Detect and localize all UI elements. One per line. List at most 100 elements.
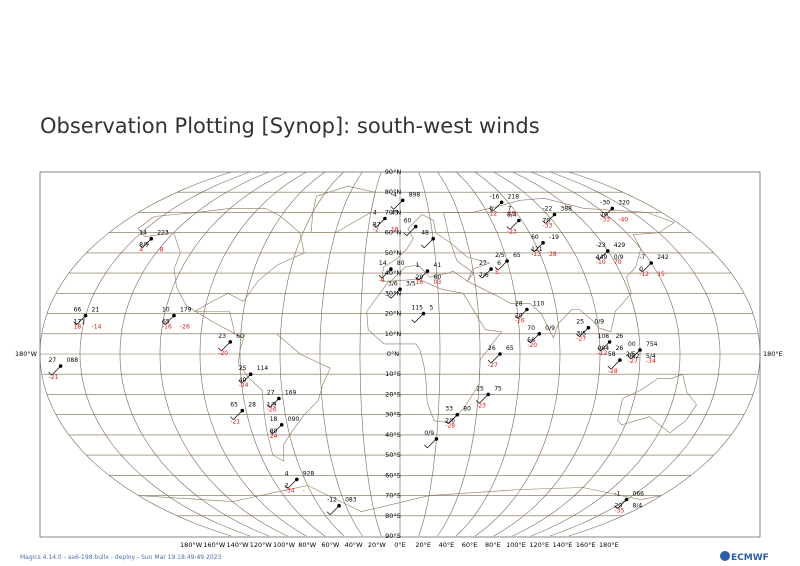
station-plot: 23 60 -20 bbox=[218, 333, 244, 357]
station-value: 2/5 bbox=[626, 351, 636, 358]
station-red-value: 4 bbox=[139, 247, 143, 254]
coastline bbox=[310, 185, 376, 233]
wind-barb-feather bbox=[238, 379, 242, 384]
lon-label: 160°W bbox=[203, 541, 226, 549]
graticule bbox=[39, 171, 761, 537]
wind-barb-feather bbox=[372, 224, 377, 228]
station-value: 169 bbox=[285, 390, 297, 397]
station-value: 27 bbox=[49, 357, 57, 364]
wind-barb bbox=[630, 349, 641, 360]
station-value: 2/5 bbox=[495, 252, 505, 259]
station-value: 5 bbox=[430, 305, 434, 312]
station-red-value: 70 bbox=[614, 259, 622, 266]
station-value: 8/9 bbox=[139, 242, 149, 249]
coastline bbox=[138, 485, 662, 513]
wind-barb-feather bbox=[445, 420, 449, 424]
wind-barb-feather bbox=[475, 400, 480, 404]
station-value: 2 bbox=[285, 482, 289, 489]
station-red-value: -23 bbox=[476, 402, 486, 409]
station-red-value: -27 bbox=[576, 336, 586, 343]
station-value: 33 bbox=[445, 406, 453, 413]
edge-label-right: 180°E bbox=[763, 350, 783, 358]
station-plot: 2/5 65 5 bbox=[494, 252, 521, 276]
wind-barb-feather bbox=[607, 365, 612, 370]
station-value: 60 bbox=[531, 234, 539, 241]
wind-barb-feather bbox=[326, 511, 331, 515]
station-red-value: -14 bbox=[92, 324, 102, 331]
wind-barb bbox=[393, 200, 403, 210]
wind-barb bbox=[406, 226, 416, 236]
station-value: 320 bbox=[618, 199, 630, 206]
station-plot: 25 0/9 3/5-27 bbox=[576, 319, 604, 343]
station-plot: 65 28 -21 bbox=[230, 402, 256, 426]
station-value: -12 bbox=[327, 497, 337, 504]
lat-label: 40°N bbox=[385, 269, 402, 277]
station-value: 27 bbox=[479, 260, 487, 267]
station-value: 754 bbox=[646, 341, 658, 348]
station-value: 58 bbox=[608, 351, 616, 358]
station-plot: -30 320 70-33 -40 bbox=[600, 199, 630, 223]
wind-barb bbox=[287, 479, 298, 489]
station-plot: 1 41 29 60 16 03 bbox=[415, 262, 442, 286]
lat-label: 10°S bbox=[385, 370, 401, 378]
meridian-line bbox=[474, 171, 561, 537]
wind-barb bbox=[545, 214, 555, 224]
wind-barb bbox=[579, 327, 589, 337]
station-value: 4 bbox=[285, 470, 289, 477]
station-value: 65 bbox=[513, 252, 521, 259]
lat-label: 0°N bbox=[387, 350, 399, 358]
lon-label: 160°E bbox=[576, 541, 596, 549]
station-plot: 60 bbox=[403, 218, 418, 236]
station-value: 56 bbox=[527, 337, 535, 344]
station-value: 41 bbox=[434, 262, 442, 269]
station-red-value: 15 bbox=[657, 271, 665, 278]
station-red-value: 33 bbox=[508, 210, 516, 217]
station-value: 928 bbox=[303, 470, 315, 477]
lat-label: 50°S bbox=[385, 451, 401, 459]
station-plot: -1 066 20 8/4 -35 bbox=[614, 491, 644, 515]
station-plot: -7 242 0-12 15 bbox=[638, 254, 669, 278]
station-value: -1 bbox=[615, 491, 621, 498]
lat-label: 70°S bbox=[385, 492, 401, 500]
meridian-line bbox=[199, 171, 307, 537]
station-red-value: -20 bbox=[527, 342, 537, 349]
station-red-value: -26 bbox=[180, 324, 190, 331]
wind-barb bbox=[600, 341, 610, 352]
lon-label: 140°E bbox=[553, 541, 573, 549]
wind-barb bbox=[598, 250, 609, 261]
station-red-value: -12 bbox=[598, 350, 608, 357]
station-value: 65 bbox=[162, 319, 170, 326]
station-red-value: -12 bbox=[639, 271, 649, 278]
coastline bbox=[137, 208, 305, 339]
station-value: 6 bbox=[497, 260, 501, 267]
station-value: 090 bbox=[288, 416, 300, 423]
station-plot: -12 083 bbox=[326, 497, 357, 515]
station-value: 4 bbox=[373, 210, 377, 217]
wind-barb bbox=[76, 315, 86, 325]
station-red-value: -34 bbox=[285, 487, 295, 494]
station-red-value: - bbox=[303, 487, 305, 494]
wind-barb-feather bbox=[73, 321, 77, 325]
wind-barb bbox=[533, 242, 544, 253]
ecmwf-logo: ECMWF bbox=[720, 551, 769, 563]
wind-barb bbox=[390, 289, 401, 299]
station-value: 25 bbox=[576, 319, 584, 326]
station-value: 65 bbox=[506, 345, 514, 352]
wind-barb bbox=[509, 220, 520, 230]
station-value: 1/9 bbox=[267, 402, 277, 409]
station-plot: 60 -19 121-13 28 bbox=[530, 234, 559, 258]
station-red-value: -34 bbox=[646, 358, 656, 365]
lon-label: 120°W bbox=[250, 541, 273, 549]
station-value: -4 bbox=[391, 191, 397, 198]
station-red-value: -8 bbox=[157, 247, 163, 254]
lon-label: 100°W bbox=[273, 541, 296, 549]
wind-barb bbox=[142, 238, 152, 248]
wind-barb-feather bbox=[218, 347, 222, 352]
meridian-line bbox=[437, 171, 481, 537]
meridian-line bbox=[512, 171, 641, 537]
wind-barb bbox=[272, 424, 282, 435]
station-plot: 14 80 -4 bbox=[378, 260, 405, 284]
station-value: -7 bbox=[639, 254, 645, 261]
lon-label: 120°E bbox=[529, 541, 549, 549]
station-value: 23 bbox=[218, 333, 226, 340]
